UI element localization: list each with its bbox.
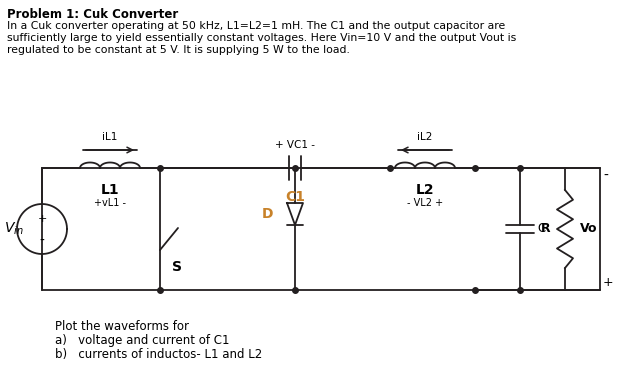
Text: b)   currents of inductos- L1 and L2: b) currents of inductos- L1 and L2 <box>55 348 262 361</box>
Text: Plot the waveforms for: Plot the waveforms for <box>55 320 189 333</box>
Text: S: S <box>172 260 182 274</box>
Text: - VL2 +: - VL2 + <box>407 198 443 208</box>
Text: L1: L1 <box>101 183 119 197</box>
Text: iL2: iL2 <box>418 132 433 142</box>
Text: -: - <box>603 169 608 183</box>
Text: C1: C1 <box>285 190 305 204</box>
Text: In a Cuk converter operating at 50 kHz, L1=L2=1 mH. The C1 and the output capaci: In a Cuk converter operating at 50 kHz, … <box>7 21 505 31</box>
Text: L2: L2 <box>416 183 435 197</box>
Text: regulated to be constant at 5 V. It is supplying 5 W to the load.: regulated to be constant at 5 V. It is s… <box>7 45 350 55</box>
Text: + VC1 -: + VC1 - <box>275 140 315 150</box>
Text: C: C <box>537 223 545 235</box>
Text: R: R <box>541 223 551 235</box>
Text: +: + <box>603 275 614 288</box>
Text: +vL1 -: +vL1 - <box>94 198 126 208</box>
Text: D: D <box>261 207 273 221</box>
Text: sufficiently large to yield essentially constant voltages. Here Vin=10 V and the: sufficiently large to yield essentially … <box>7 33 516 43</box>
Text: -: - <box>40 234 45 248</box>
Text: iL1: iL1 <box>102 132 118 142</box>
Text: +: + <box>38 214 46 224</box>
Text: Vo: Vo <box>580 223 598 235</box>
Text: Problem 1: Cuk Converter: Problem 1: Cuk Converter <box>7 8 178 21</box>
Text: $V_{in}$: $V_{in}$ <box>4 221 24 237</box>
Text: a)   voltage and current of C1: a) voltage and current of C1 <box>55 334 229 347</box>
